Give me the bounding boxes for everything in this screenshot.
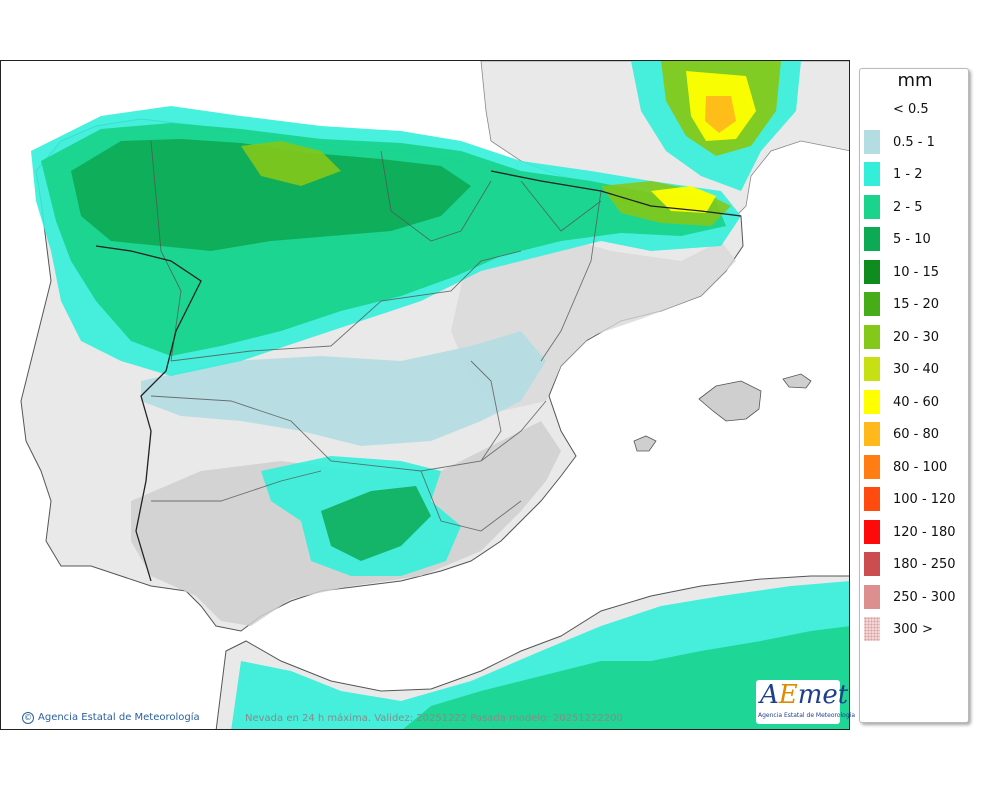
precip-green-south	[321, 486, 431, 561]
aemet-logo-text: AEmet	[760, 680, 849, 710]
legend-label: 0.5 - 1	[893, 134, 935, 150]
legend-item: 0.5 - 1	[864, 129, 968, 154]
legend-label: 30 - 40	[893, 362, 940, 377]
legend-swatch	[864, 259, 880, 284]
precip-lime-cantabria	[241, 141, 341, 186]
legend-label: 5 - 10	[893, 232, 931, 247]
legend-swatch	[864, 422, 880, 446]
legend-item: 20 - 30	[864, 324, 968, 349]
precip-green-africa	[403, 626, 849, 729]
legend-item: 250 - 300	[864, 584, 968, 609]
legend-swatch	[864, 292, 880, 316]
legend-item: 80 - 100	[864, 454, 968, 479]
legend-label: 120 - 180	[893, 524, 956, 540]
precip-darkgreen-north	[71, 139, 471, 251]
legend-item: 1 - 2	[864, 162, 968, 186]
legend-swatch	[864, 97, 880, 121]
legend-label: 60 - 80	[893, 427, 940, 442]
legend-item: 120 - 180	[864, 519, 968, 544]
mallorca	[698, 380, 762, 422]
copyright-text: Agencia Estatal de Meteorología	[38, 712, 200, 723]
legend-label: 250 - 300	[893, 589, 956, 605]
legend-swatch	[864, 162, 880, 186]
legend-swatch	[864, 584, 880, 609]
legend-swatch	[864, 357, 880, 381]
map-caption: Nevada en 24 h máxima. Validez: 20251222…	[245, 713, 623, 724]
legend-item: 180 - 250	[864, 552, 968, 576]
legend-item: 300 >	[864, 617, 968, 641]
legend-swatch	[864, 227, 880, 251]
legend-swatch	[864, 389, 880, 414]
legend-panel: mm < 0.5 0.5 - 1 1 - 2 2 - 5 5 - 10 10 - 15 15…	[859, 68, 969, 723]
legend-item: 15 - 20	[864, 292, 968, 316]
legend-item: 2 - 5	[864, 194, 968, 219]
copyright-notice: © Agencia Estatal de Meteorología	[22, 712, 200, 724]
legend-item: 40 - 60	[864, 389, 968, 414]
precipitation-map	[0, 60, 850, 730]
legend-swatch	[864, 487, 880, 511]
legend-swatch	[864, 552, 880, 576]
legend-label: 100 - 120	[893, 492, 956, 507]
legend-label: 10 - 15	[893, 264, 940, 280]
legend-unit: mm	[897, 70, 933, 91]
legend-label: 300 >	[893, 622, 933, 637]
country-borders	[95, 170, 742, 582]
precip-pale-central	[141, 331, 546, 446]
map-canvas	[1, 61, 849, 729]
legend-label: 15 - 20	[893, 297, 940, 312]
legend-swatch	[864, 617, 880, 641]
legend-item: 60 - 80	[864, 422, 968, 446]
legend-label: < 0.5	[893, 102, 929, 117]
legend-swatch	[864, 194, 880, 219]
legend-swatch	[864, 454, 880, 479]
legend-item: 30 - 40	[864, 357, 968, 381]
legend-swatch	[864, 129, 880, 154]
legend-label: 1 - 2	[893, 167, 923, 182]
legend-item: 10 - 15	[864, 259, 968, 284]
legend-label: 180 - 250	[893, 557, 956, 572]
region-borders	[150, 140, 602, 532]
precip-yellow-pyrenees	[651, 186, 716, 213]
precip-orange-france	[705, 96, 736, 133]
legend-label: 20 - 30	[893, 329, 940, 345]
menorca	[782, 373, 812, 389]
copyright-icon: ©	[22, 712, 34, 724]
legend-item: 5 - 10	[864, 227, 968, 251]
legend-swatch	[864, 519, 880, 544]
legend-label: 2 - 5	[893, 199, 923, 215]
legend-item: < 0.5	[864, 97, 968, 121]
legend-swatch	[864, 324, 880, 349]
ibiza	[633, 435, 657, 452]
aemet-logo-subtitle: Agencia Estatal de Meteorología	[758, 712, 855, 719]
legend-item: 100 - 120	[864, 487, 968, 511]
legend-label: 80 - 100	[893, 459, 948, 475]
aemet-logo: AEmet Agencia Estatal de Meteorología	[756, 680, 855, 724]
legend-label: 40 - 60	[893, 394, 940, 410]
